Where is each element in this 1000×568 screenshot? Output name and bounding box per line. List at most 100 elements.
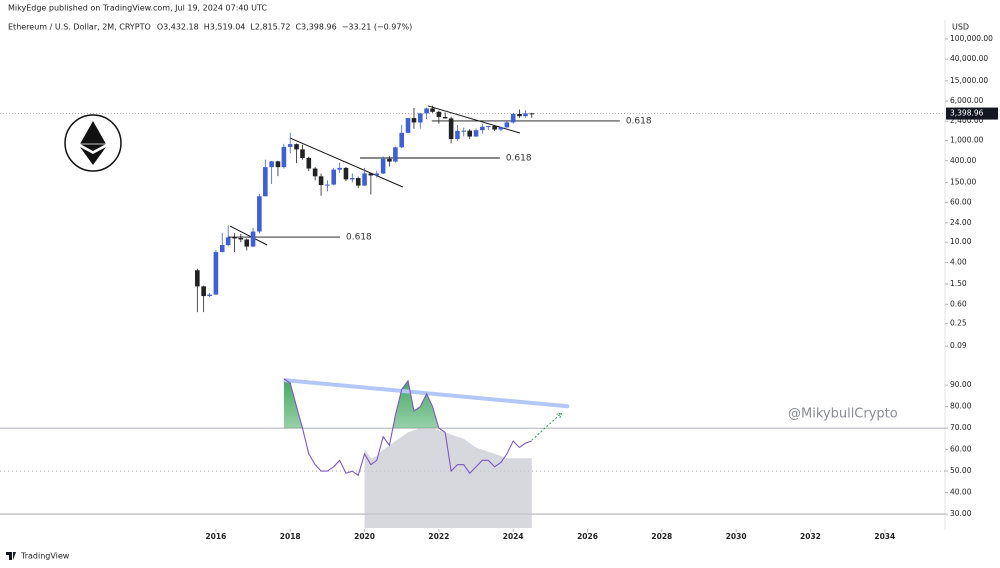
candle-body: [480, 126, 485, 131]
candle-body: [455, 130, 460, 140]
ohlc-label: −33.21 (−0.97%): [342, 23, 413, 32]
candle-body: [430, 108, 435, 112]
x-tick-label: 2018: [280, 532, 301, 541]
fib-label: 0.618: [506, 153, 532, 163]
candle-body: [417, 113, 423, 123]
logo-top: [80, 121, 106, 151]
candle-body: [368, 173, 374, 176]
candle-body: [213, 252, 219, 295]
y-tick-label: 15,000.00: [950, 76, 988, 85]
rsi-y-tick-label: 90.00: [950, 380, 972, 389]
x-tick-label: 2026: [577, 532, 598, 541]
candle-body: [312, 168, 318, 177]
publish-note: MikyEdge published on TradingView.com, J…: [8, 4, 267, 13]
candle-body: [225, 237, 231, 246]
y-tick-label: 0.25: [950, 319, 967, 328]
trendline: [289, 137, 404, 188]
candle-body: [201, 286, 206, 297]
candle-body: [362, 173, 367, 186]
candle-body: [504, 122, 510, 128]
candle-body: [523, 113, 528, 117]
y-tick-label: 10.00: [950, 237, 972, 246]
candle-body: [337, 167, 342, 170]
candle-body: [287, 144, 293, 147]
candle-body: [393, 147, 398, 162]
rsi-y-tick-label: 70.00: [950, 423, 972, 432]
candle-body: [275, 161, 281, 168]
candle-body: [424, 108, 429, 114]
candle-body: [232, 237, 237, 239]
ohlc-label: C3,398.96: [295, 23, 336, 32]
x-tick-label: 2034: [874, 532, 895, 541]
rsi-line: [283, 378, 532, 477]
candle-body: [318, 176, 324, 186]
y-tick-label: 1.50: [950, 279, 967, 288]
candle-body: [269, 161, 274, 168]
candle-body: [467, 130, 473, 137]
candle-body: [442, 116, 448, 119]
candle-body: [294, 144, 299, 150]
brand: TradingView: [20, 552, 70, 561]
candle-body: [411, 118, 417, 123]
overbought-fill: [283, 378, 532, 429]
candle-body: [250, 231, 256, 247]
candle-body: [349, 178, 355, 180]
y-tick-label: 0.60: [950, 299, 967, 308]
candle-body: [399, 132, 405, 148]
candle-body: [219, 245, 225, 253]
watermark: @MikybullCrypto: [788, 407, 898, 422]
rsi-area: [364, 428, 532, 528]
y-tick-label: 0.09: [950, 341, 967, 350]
trendline: [229, 225, 268, 246]
candle-body: [387, 158, 392, 162]
x-tick-label: 2030: [726, 532, 747, 541]
y-tick-label: 24.00: [950, 218, 972, 227]
candle-body: [207, 294, 212, 297]
candle-body: [461, 130, 467, 132]
symbol-title: Ethereum / U.S. Dollar, 2M, CRYPTO: [8, 23, 151, 32]
candle-body: [448, 118, 454, 140]
ohlc-label: L2,815.72: [250, 23, 290, 32]
brand-icon: [6, 552, 16, 560]
candle-body: [238, 237, 244, 240]
trendline: [427, 105, 521, 134]
y-tick-label: 400.00: [950, 156, 976, 165]
candle-body: [306, 157, 312, 169]
candle-body: [257, 196, 262, 232]
y-tick-label: 100,000.00: [950, 34, 993, 43]
candle-body: [263, 167, 268, 197]
x-tick-label: 2020: [354, 532, 375, 541]
candle-body: [380, 158, 386, 174]
ohlc-label: H3,519.04: [204, 23, 246, 32]
candle-body: [374, 173, 380, 176]
fib-label: 0.618: [626, 116, 652, 126]
candle-body: [343, 167, 349, 180]
eth-logo: [64, 114, 122, 172]
candle-body: [325, 184, 330, 186]
candle-body: [331, 169, 337, 185]
candle-body: [244, 239, 250, 247]
candle-body: [281, 146, 287, 168]
projection-head: [556, 412, 563, 418]
candle-body: [498, 127, 504, 130]
candle-body: [355, 178, 361, 186]
last-price-label: 3,398.96: [950, 109, 984, 118]
candle-body: [300, 149, 305, 158]
x-tick-label: 2024: [503, 532, 524, 541]
candle-body: [405, 118, 411, 133]
candle-body: [492, 126, 497, 130]
candle-body: [195, 270, 200, 287]
candle-body: [517, 113, 522, 117]
rsi-projection: [531, 412, 562, 441]
rsi-y-tick-label: 30.00: [950, 509, 972, 518]
rsi-y-tick-label: 80.00: [950, 402, 972, 411]
x-tick-label: 2028: [651, 532, 672, 541]
x-tick-label: 2022: [428, 532, 449, 541]
y-tick-label: 40,000.00: [950, 54, 988, 63]
fib-label: 0.618: [346, 233, 372, 243]
rsi-y-tick-label: 50.00: [950, 466, 972, 475]
y-tick-label: 1,000.00: [950, 136, 984, 145]
ohlc-label: O3,432.18: [157, 23, 199, 32]
